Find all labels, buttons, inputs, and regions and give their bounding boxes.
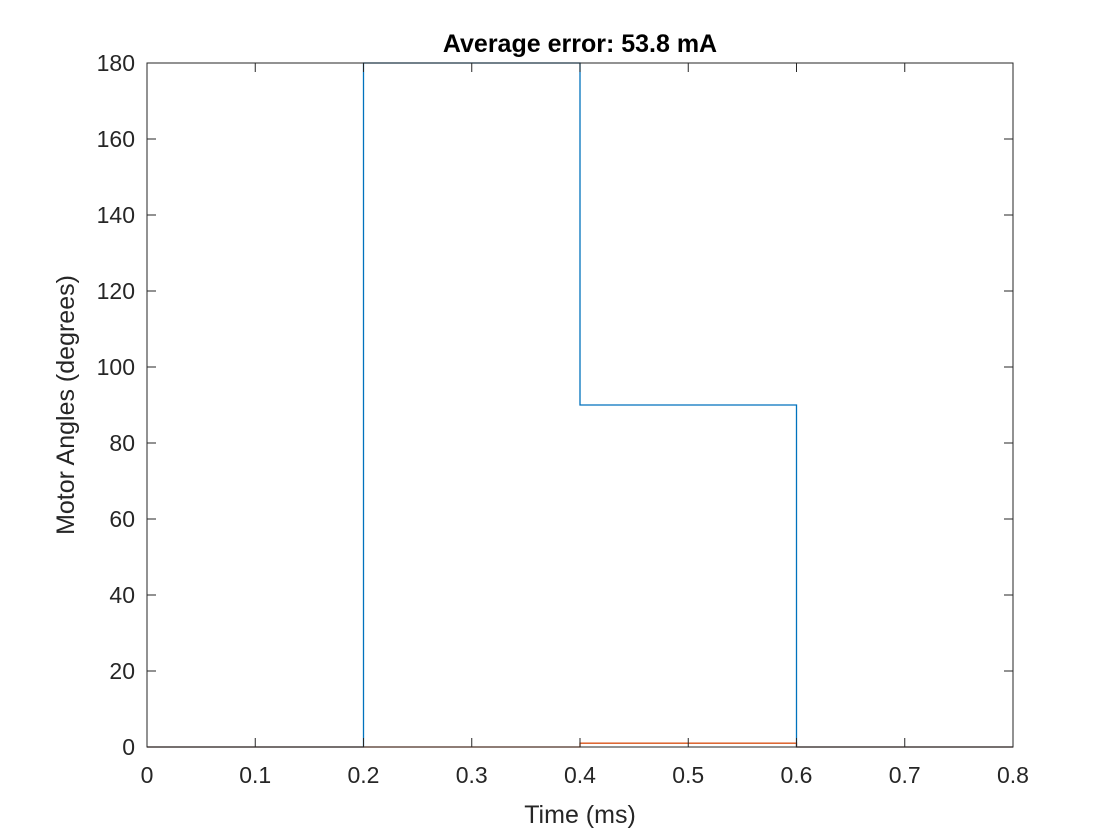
y-tick-label: 80 xyxy=(109,430,135,456)
x-tick-label: 0.5 xyxy=(672,762,704,788)
x-tick-label: 0 xyxy=(141,762,154,788)
ticks-layer: 0 0.1 0.2 0.3 0.4 0.5 0.6 0.7 0.8 0 20 40 60 80 100 120… xyxy=(97,50,1029,788)
series-line-1 xyxy=(147,62,1013,748)
y-axis-label: Motor Angles (degrees) xyxy=(52,275,80,535)
axes-box xyxy=(146,62,1014,748)
y-tick-label: 0 xyxy=(122,734,135,760)
y-tick-label: 20 xyxy=(109,658,135,684)
x-tick-label: 0.4 xyxy=(564,762,596,788)
y-tick-label: 140 xyxy=(97,202,135,228)
x-tick-label: 0.8 xyxy=(997,762,1029,788)
y-tick-label: 120 xyxy=(97,278,135,304)
y-tick-label: 100 xyxy=(97,354,135,380)
chart-title: Average error: 53.8 mA xyxy=(443,30,717,58)
x-tick-label: 0.1 xyxy=(239,762,271,788)
x-tick-label: 0.7 xyxy=(889,762,921,788)
x-axis-label: Time (ms) xyxy=(524,801,636,829)
y-tick-label: 160 xyxy=(97,126,135,152)
x-tick-label: 0.2 xyxy=(348,762,380,788)
y-tick-label: 60 xyxy=(109,506,135,532)
y-tick-label: 40 xyxy=(109,582,135,608)
y-tick-label: 180 xyxy=(97,50,135,76)
x-tick-label: 0.6 xyxy=(781,762,813,788)
x-tick-label: 0.3 xyxy=(456,762,488,788)
